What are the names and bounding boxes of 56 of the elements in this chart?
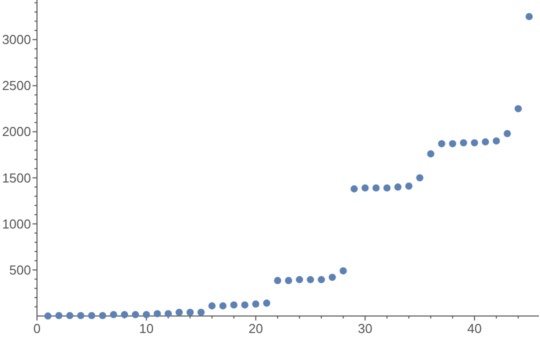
point — [504, 130, 511, 138]
point — [340, 267, 347, 274]
point — [328, 274, 336, 281]
y-tick-label: 2500 — [2, 78, 31, 94]
point — [514, 105, 522, 112]
point — [449, 140, 456, 148]
point — [372, 184, 380, 192]
point — [460, 139, 468, 146]
x-tick-label: 0 — [33, 321, 41, 336]
point — [416, 174, 424, 182]
y-tick-label: 2000 — [2, 124, 31, 140]
point — [284, 276, 292, 284]
point — [176, 308, 183, 316]
point — [66, 312, 74, 320]
point — [44, 312, 52, 320]
point — [296, 276, 304, 284]
point — [362, 184, 369, 192]
point — [383, 184, 391, 192]
point — [492, 137, 500, 145]
x-tick-label: 10 — [139, 321, 154, 336]
point — [394, 183, 402, 191]
x-tick-label: 20 — [248, 321, 263, 336]
point — [306, 276, 314, 284]
point — [88, 312, 96, 320]
point — [470, 139, 478, 146]
point — [438, 140, 446, 148]
y-tick-label: 1500 — [2, 170, 31, 186]
point — [274, 276, 282, 284]
point — [142, 311, 150, 318]
point — [110, 311, 118, 318]
x-tick-label: 30 — [358, 321, 372, 336]
point — [120, 311, 128, 318]
point — [55, 312, 62, 320]
point — [252, 300, 260, 308]
point — [350, 185, 358, 192]
point — [526, 12, 533, 20]
point — [77, 312, 84, 320]
point — [164, 310, 172, 318]
point — [208, 302, 216, 310]
point — [132, 311, 140, 318]
point — [427, 150, 434, 158]
y-tick-label: 3000 — [2, 32, 31, 48]
y-tick-label: 500 — [9, 262, 31, 278]
point — [197, 308, 205, 316]
point — [482, 138, 490, 146]
point — [99, 312, 106, 320]
point — [219, 302, 227, 310]
point — [241, 301, 248, 309]
point — [186, 308, 194, 316]
point — [263, 300, 270, 307]
x-tick-label: 40 — [467, 321, 482, 336]
point — [230, 301, 238, 309]
point — [318, 276, 325, 284]
point — [154, 310, 161, 318]
y-tick-label: 1000 — [2, 216, 31, 232]
point — [405, 182, 412, 190]
